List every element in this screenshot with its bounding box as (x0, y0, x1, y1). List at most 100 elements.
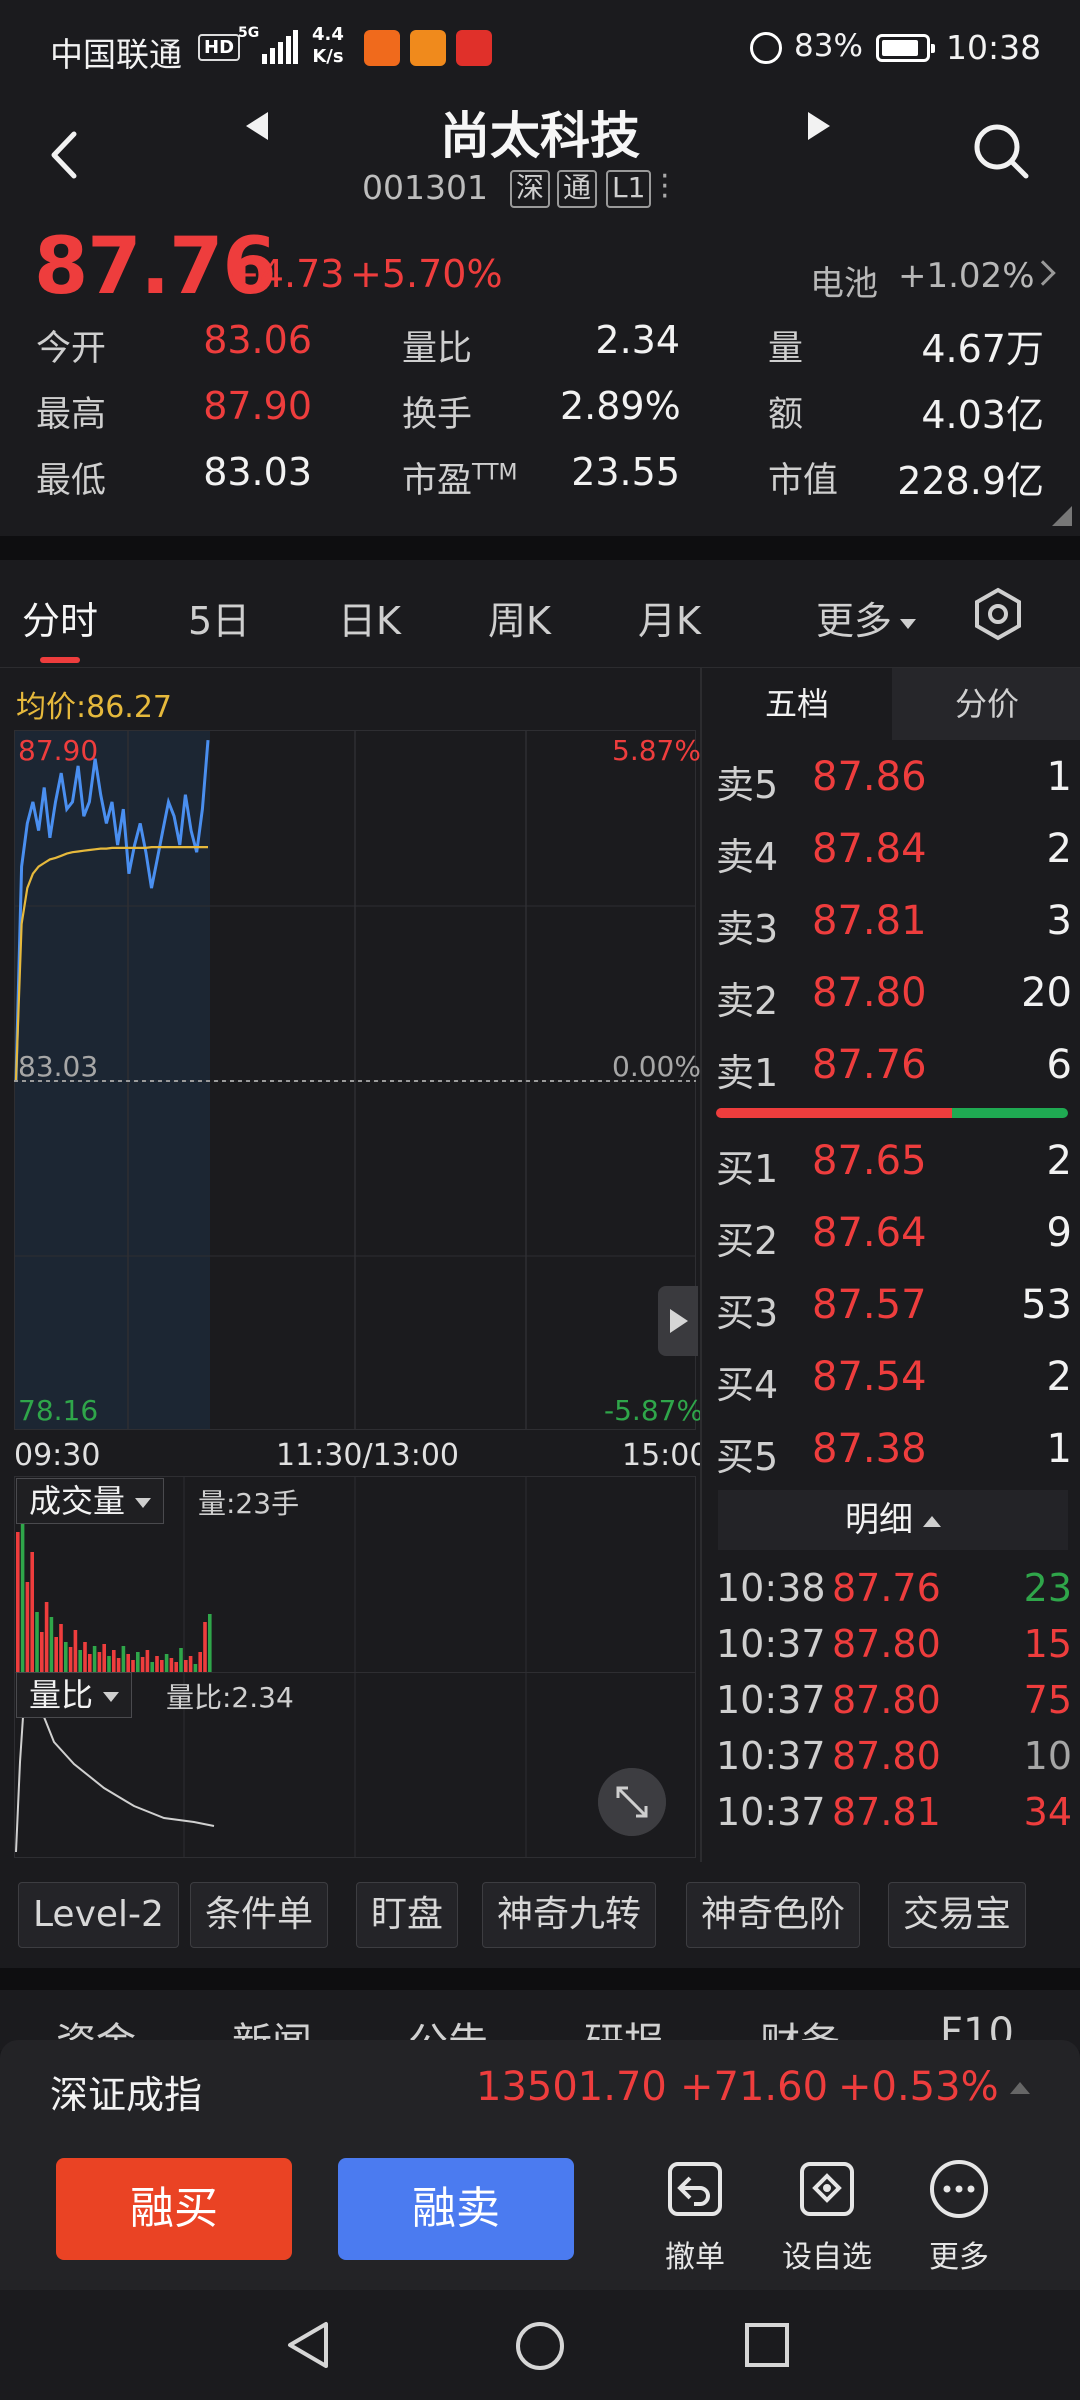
tab-monthly-k[interactable]: 月K (638, 599, 701, 643)
caret-up-icon[interactable] (1010, 2082, 1030, 2094)
battery-icon (876, 34, 935, 62)
volume-bar (54, 1637, 58, 1672)
bid-row[interactable]: 买1 87.65 2 (716, 1138, 1072, 1191)
action-bar: 融买 融卖 撤单 设自选 更多 (0, 2140, 1080, 2290)
average-price-line (14, 845, 208, 1081)
previous-stock-icon[interactable] (246, 112, 268, 140)
tab-more[interactable]: 更多 (816, 590, 917, 645)
volume-bar (68, 1647, 73, 1672)
volume-bar (112, 1650, 116, 1672)
tab-daily-k[interactable]: 日K (338, 599, 401, 643)
volume-bar (179, 1648, 183, 1672)
volume-bar (59, 1624, 63, 1672)
caret-down-icon (900, 618, 917, 629)
margin-sell-button[interactable]: 融卖 (338, 2158, 574, 2260)
bid-row[interactable]: 买4 87.54 2 (716, 1354, 1072, 1407)
volume-bar (126, 1654, 130, 1672)
signal-bars-icon (262, 30, 298, 64)
ask-row[interactable]: 卖3 87.81 3 (716, 898, 1072, 951)
volume-bar (44, 1602, 49, 1672)
ask-row[interactable]: 卖5 87.86 1 (716, 754, 1072, 807)
trade-row: 10:37 87.80 75 (716, 1678, 1072, 1722)
tool-level2[interactable]: Level-2 (18, 1882, 179, 1948)
volume-bar (83, 1642, 87, 1672)
tab-5day[interactable]: 5日 (188, 599, 251, 643)
order-book-tabs: 五档 分价 (702, 668, 1080, 740)
expand-corner-icon[interactable] (1052, 506, 1072, 526)
more-icon (930, 2160, 988, 2218)
tool-magic-nine[interactable]: 神奇九转 (482, 1882, 657, 1948)
stock-header: 尚太科技 001301 深 通 L1 · · · (0, 100, 1080, 220)
search-icon[interactable] (970, 120, 1032, 182)
more-vertical-icon[interactable]: · · · (660, 159, 670, 214)
carrier-name: 中国联通 (50, 35, 182, 74)
play-icon[interactable] (658, 1286, 698, 1356)
tab-price-distribution[interactable]: 分价 (892, 668, 1080, 740)
nav-home-icon[interactable] (514, 2320, 566, 2372)
index-ticker-bar[interactable]: 深证成指 13501.70 +71.60 +0.53% (0, 2040, 1080, 2140)
connect-tag: 通 (557, 170, 598, 208)
index-value: 13501.70 (476, 2064, 667, 2110)
volume-indicator-dropdown[interactable]: 成交量 (16, 1478, 165, 1524)
stat-label: 最高 (36, 395, 107, 435)
price-line (14, 739, 210, 1081)
bid-row[interactable]: 买3 87.57 53 (716, 1282, 1072, 1335)
sell-share (951, 1108, 1068, 1118)
trade-detail-header[interactable]: 明细 (718, 1490, 1068, 1550)
y-axis-bottom-price: 78.16 (18, 1394, 99, 1427)
ask-row[interactable]: 卖2 87.80 20 (716, 970, 1072, 1023)
volume-bar (49, 1617, 54, 1672)
sector-change[interactable]: +1.02% (898, 256, 1035, 296)
stat-value: 83.06 (203, 318, 312, 362)
hd-icon: HD (198, 34, 241, 61)
volume-bar (16, 1532, 20, 1672)
more-button[interactable]: 更多 (904, 2158, 1014, 2278)
back-arrow-icon[interactable] (46, 130, 82, 180)
nav-back-icon[interactable] (284, 2320, 334, 2370)
stat-label: 量 (768, 329, 804, 369)
volume-bar (136, 1652, 140, 1672)
expand-icon[interactable] (598, 1768, 666, 1836)
bid-row[interactable]: 买5 87.38 1 (716, 1426, 1072, 1479)
status-bar: 中国联通 HD 5G 4.4 K/s 83% 10:38 (0, 0, 1080, 100)
nav-recents-icon[interactable] (744, 2322, 790, 2368)
intraday-chart[interactable] (14, 730, 696, 1430)
bid-row[interactable]: 买2 87.64 9 (716, 1210, 1072, 1263)
volume-bar (25, 1582, 30, 1672)
caret-down-icon (103, 1692, 120, 1702)
volume-bar (102, 1644, 106, 1672)
next-stock-icon[interactable] (808, 112, 830, 140)
tools-row: Level-2 条件单 盯盘 神奇九转 神奇色阶 交易宝 (0, 1862, 1080, 1968)
volume-ratio-dropdown[interactable]: 量比 (16, 1672, 133, 1718)
tool-watch[interactable]: 盯盘 (356, 1882, 459, 1948)
volume-bar (174, 1662, 178, 1672)
tool-trade-treasure[interactable]: 交易宝 (888, 1882, 1027, 1948)
volume-bar (184, 1660, 188, 1672)
price-change-percent: +5.70% (350, 252, 503, 296)
stat-value: 87.90 (203, 384, 312, 428)
system-navigation-bar (0, 2290, 1080, 2400)
volume-bar (30, 1552, 34, 1672)
add-watchlist-button[interactable]: 设自选 (772, 2158, 882, 2278)
tab-intraday[interactable]: 分时 (22, 590, 98, 663)
ask-row[interactable]: 卖1 87.76 6 (716, 1042, 1072, 1095)
tool-conditional-order[interactable]: 条件单 (190, 1882, 329, 1948)
settings-hexagon-icon[interactable] (970, 586, 1026, 642)
volume-bar (203, 1622, 207, 1672)
sector-name[interactable]: 电池 (810, 264, 878, 304)
tab-five-levels[interactable]: 五档 (702, 668, 892, 740)
volume-bar (88, 1654, 92, 1672)
app-notification-icon (410, 30, 446, 66)
tab-weekly-k[interactable]: 周K (488, 599, 551, 643)
tool-magic-color[interactable]: 神奇色阶 (686, 1882, 861, 1948)
index-name: 深证成指 (50, 2073, 203, 2117)
add-watchlist-icon (800, 2162, 854, 2216)
ask-row[interactable]: 卖4 87.84 2 (716, 826, 1072, 879)
buy-sell-ratio-bar (716, 1108, 1068, 1118)
volume-bar (116, 1658, 121, 1672)
volume-bar (78, 1650, 82, 1672)
volume-bars (16, 1492, 212, 1672)
margin-buy-button[interactable]: 融买 (56, 2158, 292, 2260)
cancel-order-button[interactable]: 撤单 (640, 2158, 750, 2278)
chart-tabs: 分时 5日 日K 周K 月K 更多 (0, 560, 1080, 668)
